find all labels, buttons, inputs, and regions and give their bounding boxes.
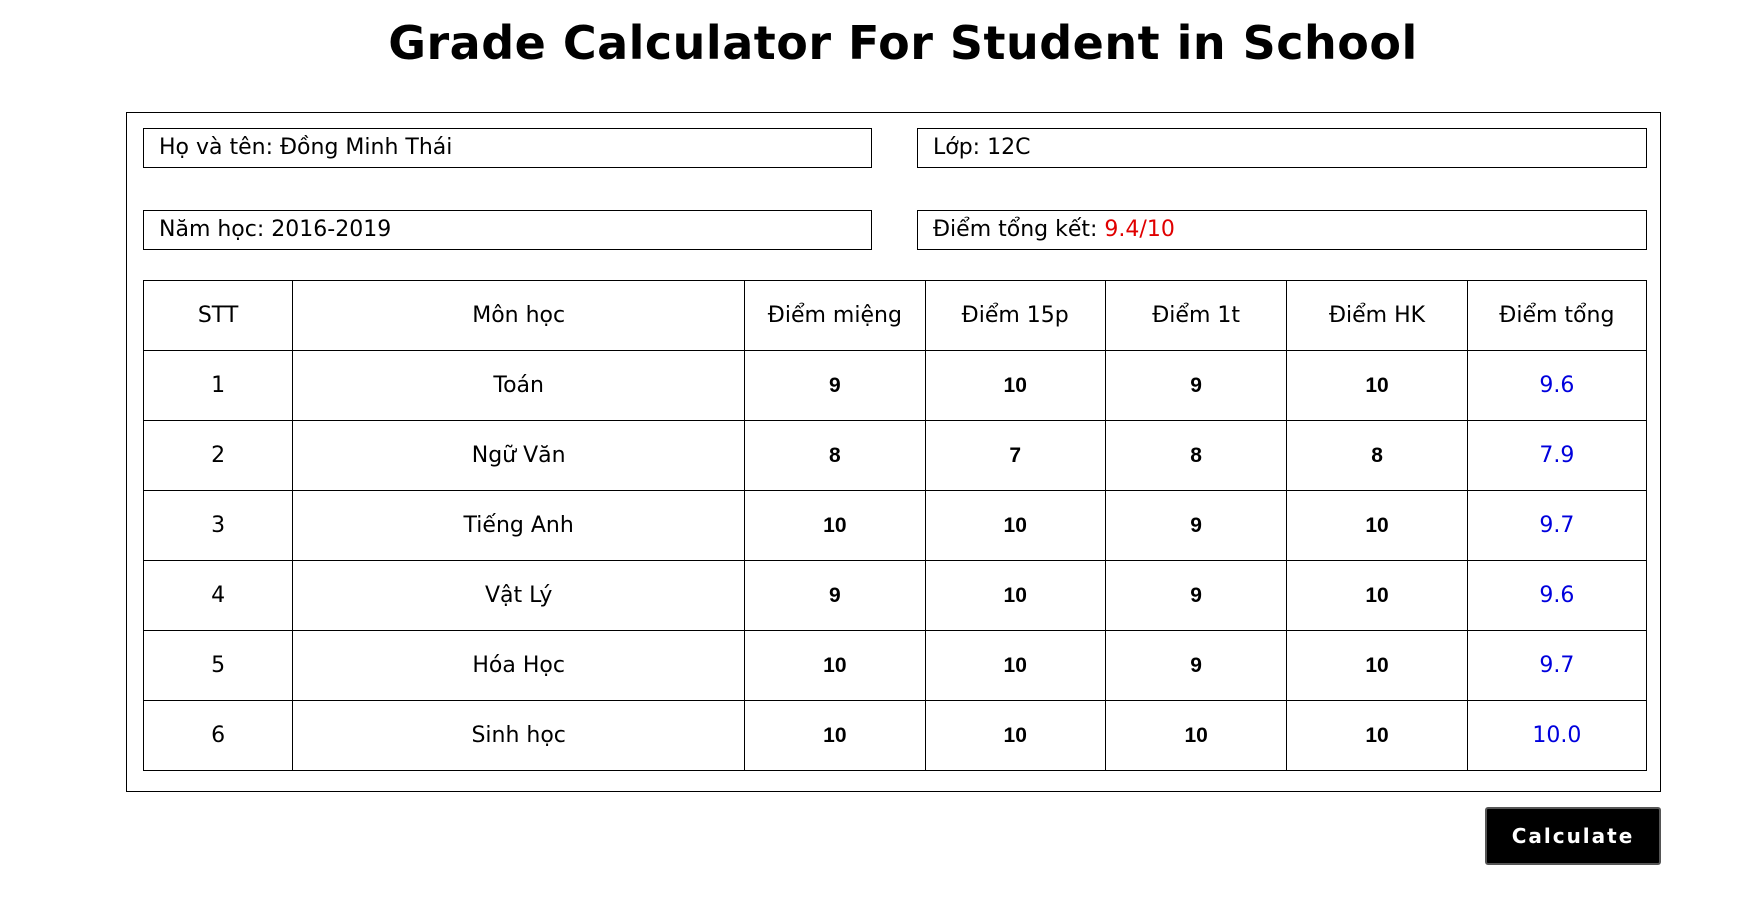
subject-cell: Hóa Học (292, 630, 746, 701)
school-year-value: 2016-2019 (271, 217, 392, 242)
1period-score-cell[interactable]: 8 (1104, 420, 1288, 491)
total-score-cell: 10.0 (1466, 700, 1648, 771)
15min-score-cell[interactable]: 7 (924, 420, 1106, 491)
student-name-value: Đồng Minh Thái (280, 135, 453, 160)
semester-score-cell[interactable]: 10 (1286, 630, 1468, 701)
semester-score-cell[interactable]: 10 (1286, 350, 1468, 421)
student-name-label: Họ và tên: (159, 135, 280, 160)
stt-cell: 2 (142, 420, 294, 491)
calculate-button[interactable]: Calculate (1485, 807, 1661, 865)
header-total-score: Điểm tổng (1466, 280, 1648, 351)
oral-score-cell[interactable]: 9 (744, 350, 926, 421)
subject-cell: Sinh học (292, 700, 746, 771)
header-subject: Môn học (292, 280, 746, 351)
semester-score-cell[interactable]: 10 (1286, 490, 1468, 561)
table-row: 4 Vật Lý 9 10 9 10 9.6 (142, 560, 1648, 631)
table-row: 1 Toán 9 10 9 10 9.6 (142, 350, 1648, 421)
15min-score-cell[interactable]: 10 (924, 700, 1106, 771)
subject-cell: Tiếng Anh (292, 490, 746, 561)
total-score-cell: 9.6 (1466, 560, 1648, 631)
15min-score-cell[interactable]: 10 (924, 350, 1106, 421)
page-title: Grade Calculator For Student in School (388, 16, 1418, 70)
header-semester-score: Điểm HK (1286, 280, 1468, 351)
stt-cell: 5 (142, 630, 294, 701)
student-info-panel: Họ và tên: Đồng Minh Thái Lớp: 12C Năm h… (126, 112, 1661, 792)
grade-table: STT Môn học Điểm miệng Điểm 15p Điểm 1t … (142, 280, 1648, 771)
1period-score-cell[interactable]: 9 (1104, 490, 1288, 561)
1period-score-cell[interactable]: 10 (1104, 700, 1288, 771)
class-value: 12C (987, 135, 1031, 160)
oral-score-cell[interactable]: 10 (744, 700, 926, 771)
stt-cell: 3 (142, 490, 294, 561)
subject-cell: Toán (292, 350, 746, 421)
15min-score-cell[interactable]: 10 (924, 490, 1106, 561)
header-15min-score: Điểm 15p (924, 280, 1106, 351)
header-stt: STT (142, 280, 294, 351)
header-1period-score: Điểm 1t (1104, 280, 1288, 351)
table-row: 2 Ngữ Văn 8 7 8 8 7.9 (142, 420, 1648, 491)
stt-cell: 6 (142, 700, 294, 771)
class-label: Lớp: (933, 135, 988, 160)
semester-score-cell[interactable]: 10 (1286, 560, 1468, 631)
table-header-row: STT Môn học Điểm miệng Điểm 15p Điểm 1t … (142, 280, 1648, 351)
subject-cell: Ngữ Văn (292, 420, 746, 491)
school-year-field: Năm học: 2016-2019 (143, 210, 872, 250)
1period-score-cell[interactable]: 9 (1104, 560, 1288, 631)
stt-cell: 4 (142, 560, 294, 631)
header-oral-score: Điểm miệng (744, 280, 926, 351)
1period-score-cell[interactable]: 9 (1104, 350, 1288, 421)
final-score-label: Điểm tổng kết: (933, 217, 1105, 242)
15min-score-cell[interactable]: 10 (924, 560, 1106, 631)
subject-cell: Vật Lý (292, 560, 746, 631)
final-score-value: 9.4/10 (1104, 217, 1175, 242)
semester-score-cell[interactable]: 10 (1286, 700, 1468, 771)
table-row: 5 Hóa Học 10 10 9 10 9.7 (142, 630, 1648, 701)
oral-score-cell[interactable]: 10 (744, 630, 926, 701)
total-score-cell: 9.6 (1466, 350, 1648, 421)
final-score-field: Điểm tổng kết: 9.4/10 (917, 210, 1647, 250)
oral-score-cell[interactable]: 10 (744, 490, 926, 561)
table-row: 6 Sinh học 10 10 10 10 10.0 (142, 700, 1648, 771)
total-score-cell: 7.9 (1466, 420, 1648, 491)
school-year-label: Năm học: (159, 217, 272, 242)
oral-score-cell[interactable]: 8 (744, 420, 926, 491)
class-field: Lớp: 12C (917, 128, 1647, 168)
student-name-field: Họ và tên: Đồng Minh Thái (143, 128, 872, 168)
total-score-cell: 9.7 (1466, 630, 1648, 701)
total-score-cell: 9.7 (1466, 490, 1648, 561)
semester-score-cell[interactable]: 8 (1286, 420, 1468, 491)
1period-score-cell[interactable]: 9 (1104, 630, 1288, 701)
15min-score-cell[interactable]: 10 (924, 630, 1106, 701)
stt-cell: 1 (142, 350, 294, 421)
oral-score-cell[interactable]: 9 (744, 560, 926, 631)
table-row: 3 Tiếng Anh 10 10 9 10 9.7 (142, 490, 1648, 561)
